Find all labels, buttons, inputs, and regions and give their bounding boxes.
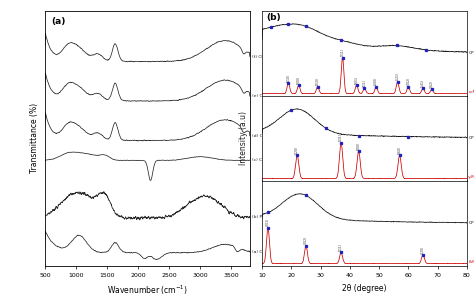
Text: (001): (001) bbox=[266, 218, 270, 226]
Text: (110): (110) bbox=[286, 74, 291, 82]
Text: (f) CPPM-3: (f) CPPM-3 bbox=[252, 55, 274, 59]
Text: (211): (211) bbox=[340, 48, 345, 56]
Text: (131): (131) bbox=[339, 134, 343, 141]
Text: (600): (600) bbox=[374, 77, 378, 86]
Text: (002): (002) bbox=[406, 77, 410, 85]
X-axis label: Wavenumber (cm$^{-1}$): Wavenumber (cm$^{-1}$) bbox=[107, 284, 188, 297]
Text: (a): (a) bbox=[51, 17, 65, 26]
Text: (200): (200) bbox=[297, 76, 301, 84]
Text: (411): (411) bbox=[363, 79, 366, 87]
Text: (300): (300) bbox=[356, 142, 361, 150]
Text: (e) CPPM-2: (e) CPPM-2 bbox=[252, 94, 275, 98]
Text: α-MnO₂: α-MnO₂ bbox=[468, 90, 474, 94]
Text: (a) CS: (a) CS bbox=[252, 250, 265, 254]
Text: (301): (301) bbox=[355, 76, 359, 84]
Text: (160): (160) bbox=[398, 146, 401, 154]
Text: CPPM-1: CPPM-1 bbox=[468, 51, 474, 55]
Text: CPPM-3: CPPM-3 bbox=[468, 221, 474, 225]
Text: (b): (b) bbox=[266, 13, 281, 22]
Text: (d) CPPM-1: (d) CPPM-1 bbox=[252, 134, 276, 138]
Text: (b) PPy: (b) PPy bbox=[252, 215, 267, 219]
Text: (111): (111) bbox=[339, 243, 343, 251]
Text: Intensity (a.u): Intensity (a.u) bbox=[239, 111, 248, 165]
Text: (c) CPP: (c) CPP bbox=[252, 158, 267, 162]
Text: (002): (002) bbox=[304, 236, 308, 244]
Y-axis label: Transmittance (%): Transmittance (%) bbox=[30, 103, 39, 173]
Text: (310): (310) bbox=[316, 77, 319, 86]
Text: (541): (541) bbox=[421, 79, 425, 87]
Text: (062): (062) bbox=[430, 80, 434, 88]
Text: (521): (521) bbox=[396, 72, 400, 80]
Text: CPPM-2: CPPM-2 bbox=[468, 136, 474, 140]
Text: (020): (020) bbox=[421, 245, 425, 253]
Text: (120): (120) bbox=[295, 146, 299, 154]
X-axis label: 2θ (degree): 2θ (degree) bbox=[342, 284, 387, 293]
Text: γ-MnO₂: γ-MnO₂ bbox=[468, 175, 474, 178]
Text: δ-MnO₂: δ-MnO₂ bbox=[468, 260, 474, 264]
